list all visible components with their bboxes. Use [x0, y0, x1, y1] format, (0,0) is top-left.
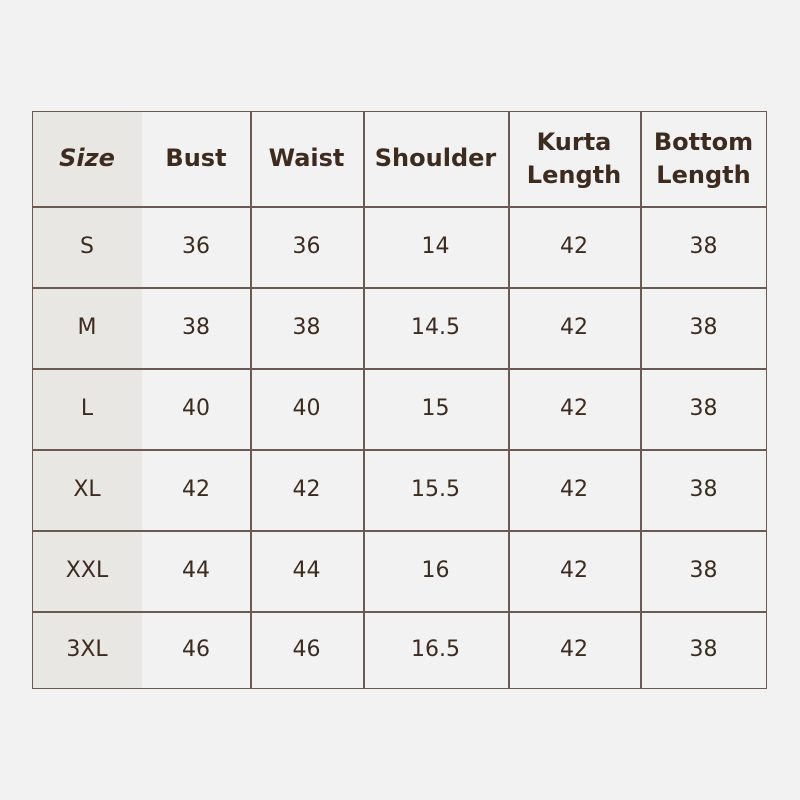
- measurement-cell: 42: [292, 476, 321, 502]
- row-divider: [32, 611, 767, 613]
- measurement-cell: 36: [182, 233, 210, 259]
- measurement-cell: 40: [292, 395, 321, 421]
- size-column-shade: [33, 112, 142, 689]
- column-header: Waist: [268, 144, 345, 173]
- measurement-cell: 38: [689, 476, 718, 502]
- size-label: M: [77, 314, 97, 340]
- size-label: 3XL: [66, 637, 108, 663]
- measurement-cell: 14: [421, 233, 450, 259]
- row-divider: [32, 287, 767, 289]
- column-header: Size: [59, 144, 115, 173]
- row-divider: [32, 530, 767, 532]
- measurement-cell: 15.5: [411, 476, 460, 502]
- column-header: Bottom Length: [653, 128, 754, 189]
- column-divider: [508, 111, 510, 689]
- measurement-cell: 16.5: [411, 637, 460, 663]
- measurement-cell: 42: [560, 314, 588, 340]
- measurement-cell: 46: [292, 637, 321, 663]
- column-header: Bust: [165, 144, 227, 173]
- measurement-cell: 42: [560, 395, 588, 421]
- size-label: XXL: [65, 557, 109, 583]
- measurement-cell: 38: [182, 314, 210, 340]
- row-divider: [32, 368, 767, 370]
- column-header: Shoulder: [374, 144, 497, 173]
- measurement-cell: 38: [689, 637, 718, 663]
- measurement-cell: 15: [421, 395, 450, 421]
- measurement-cell: 14.5: [411, 314, 460, 340]
- measurement-cell: 16: [421, 557, 450, 583]
- measurement-cell: 44: [292, 557, 321, 583]
- size-label: S: [80, 233, 94, 259]
- size-chart-table: [32, 111, 767, 689]
- measurement-cell: 38: [689, 233, 718, 259]
- column-divider: [250, 111, 252, 689]
- size-label: L: [80, 395, 94, 421]
- measurement-cell: 42: [560, 233, 588, 259]
- measurement-cell: 36: [292, 233, 321, 259]
- measurement-cell: 38: [689, 314, 718, 340]
- row-divider: [32, 449, 767, 451]
- measurement-cell: 38: [292, 314, 321, 340]
- measurement-cell: 44: [182, 557, 210, 583]
- measurement-cell: 38: [689, 557, 718, 583]
- measurement-cell: 42: [560, 476, 588, 502]
- row-divider: [32, 206, 767, 208]
- measurement-cell: 38: [689, 395, 718, 421]
- size-label: XL: [73, 476, 101, 502]
- column-divider: [363, 111, 365, 689]
- column-header: Kurta Length: [526, 128, 622, 189]
- measurement-cell: 46: [182, 637, 210, 663]
- measurement-cell: 42: [560, 557, 588, 583]
- measurement-cell: 42: [560, 637, 588, 663]
- column-divider: [640, 111, 642, 689]
- measurement-cell: 42: [182, 476, 210, 502]
- measurement-cell: 40: [182, 395, 210, 421]
